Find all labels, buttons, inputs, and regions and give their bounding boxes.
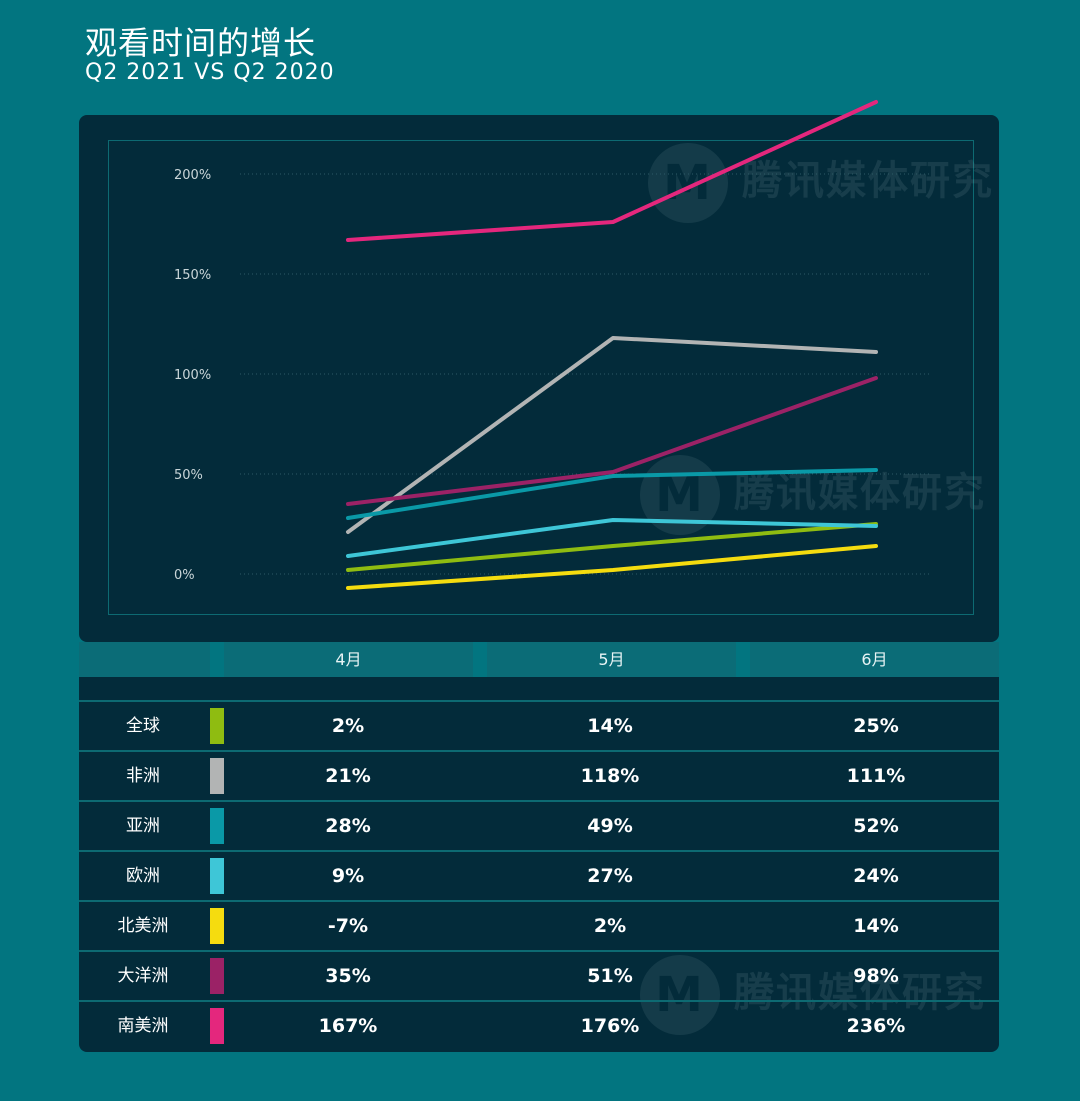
watermark-text: 腾讯媒体研究 — [734, 970, 986, 1016]
legend-swatch — [210, 1008, 224, 1044]
watermark-logo-icon: M — [648, 143, 728, 223]
legend-swatch — [210, 958, 224, 994]
table-cell: 24% — [853, 865, 899, 887]
y-tick-layer: 0% 50% 100% 150% 200% — [174, 168, 211, 583]
table-cell: 176% — [580, 1015, 640, 1037]
row-label: 欧洲 — [126, 866, 160, 886]
table-cell: 21% — [325, 765, 371, 787]
table-cell: 51% — [587, 965, 633, 987]
column-header-may: 5月 — [487, 642, 736, 677]
row-label: 北美洲 — [117, 916, 169, 936]
legend-swatch — [210, 908, 224, 944]
y-tick-label: 200% — [174, 168, 211, 183]
table-cell: 52% — [853, 815, 899, 837]
plot-area — [108, 140, 974, 615]
table-cell: 28% — [325, 815, 371, 837]
table-row: 非洲 21% 118% 111% — [79, 750, 999, 800]
y-tick-label: 100% — [174, 368, 211, 383]
table-cell: 118% — [580, 765, 640, 787]
table-cell: 9% — [331, 865, 365, 887]
table-cell: 111% — [846, 765, 906, 787]
table-cell: 35% — [325, 965, 371, 987]
series-line — [346, 544, 878, 590]
row-label: 全球 — [126, 716, 160, 736]
watermark: M 腾讯媒体研究 — [640, 955, 986, 1035]
data-table — [79, 677, 999, 1052]
table-cell: 14% — [853, 915, 899, 937]
y-tick-label: 150% — [174, 268, 211, 283]
row-label: 南美洲 — [117, 1016, 169, 1036]
watermark-text: 腾讯媒体研究 — [734, 470, 986, 516]
watermark-text: 腾讯媒体研究 — [742, 158, 994, 204]
series-layer — [346, 100, 878, 590]
table-cell: 25% — [853, 715, 899, 737]
legend-swatch — [210, 858, 224, 894]
grid-layer — [240, 173, 932, 575]
row-label: 大洋洲 — [117, 966, 169, 986]
series-line — [346, 522, 878, 572]
watermark-logo-icon: M — [640, 955, 720, 1035]
chart-subtitle: Q2 2021 VS Q2 2020 — [85, 60, 335, 85]
table-cell: 27% — [587, 865, 633, 887]
table-cell: 167% — [318, 1015, 378, 1037]
y-tick-label: 50% — [174, 468, 203, 483]
table-row: 南美洲 167% 176% 236% — [79, 1000, 999, 1050]
chart-title: 观看时间的增长 — [85, 24, 317, 62]
series-line — [346, 468, 878, 520]
table-cell: 2% — [331, 715, 365, 737]
table-row: 亚洲 28% 49% 52% — [79, 800, 999, 850]
table-cell: 98% — [853, 965, 899, 987]
column-header-apr: 4月 — [224, 642, 473, 677]
table-row: 北美洲 -7% 2% 14% — [79, 900, 999, 950]
table-cell: 2% — [593, 915, 627, 937]
table-row: 全球 2% 14% 25% — [79, 700, 999, 750]
watermark: M 腾讯媒体研究 — [648, 143, 994, 223]
table-row: 欧洲 9% 27% 24% — [79, 850, 999, 900]
series-line — [346, 336, 878, 534]
table-cell: -7% — [327, 915, 369, 937]
table-header-spacer — [79, 642, 210, 677]
table-cell: 236% — [846, 1015, 906, 1037]
series-line — [346, 100, 878, 242]
series-line — [346, 518, 878, 558]
legend-swatch — [210, 758, 224, 794]
row-label: 亚洲 — [126, 816, 160, 836]
table-cell: 14% — [587, 715, 633, 737]
row-label: 非洲 — [126, 766, 160, 786]
column-header-jun: 6月 — [750, 642, 999, 677]
legend-swatch — [210, 708, 224, 744]
table-row: 大洋洲 35% 51% 98% — [79, 950, 999, 1000]
legend-swatch — [210, 808, 224, 844]
y-tick-label: 0% — [174, 568, 195, 583]
table-cell: 49% — [587, 815, 633, 837]
series-line — [346, 376, 878, 506]
